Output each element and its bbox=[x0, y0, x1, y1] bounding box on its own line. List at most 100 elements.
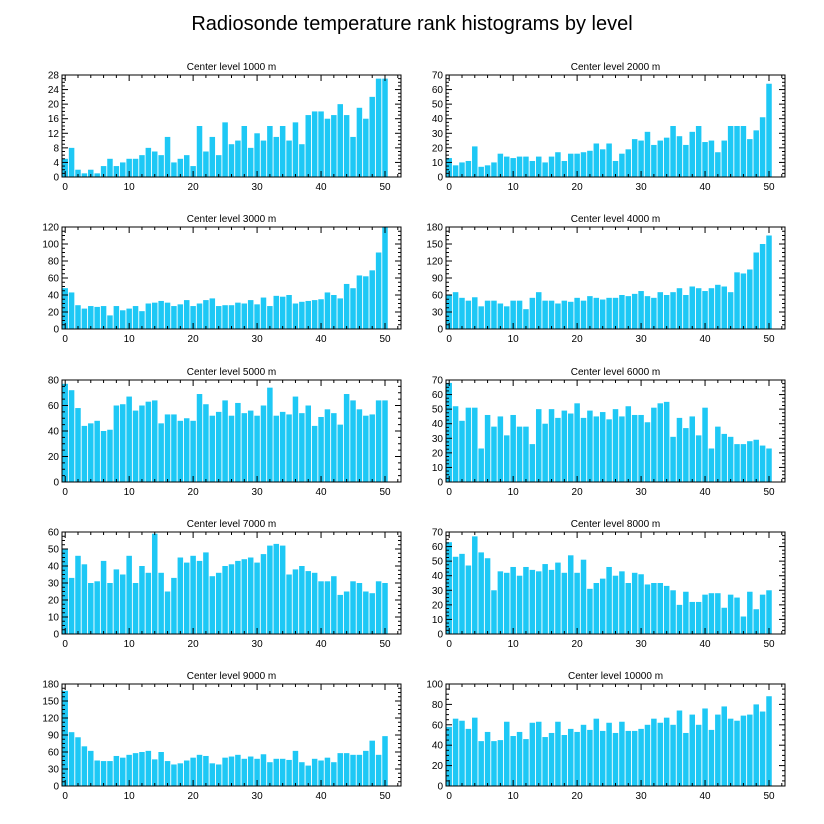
y-tick-label: 180 bbox=[42, 680, 59, 691]
x-tick-label: 20 bbox=[572, 791, 584, 802]
histogram-bar bbox=[215, 411, 222, 483]
histogram-bar bbox=[516, 731, 523, 786]
histogram-bar bbox=[651, 718, 657, 786]
y-tick-label: 100 bbox=[42, 240, 59, 251]
x-tick-label: 0 bbox=[62, 639, 68, 650]
histogram-bar bbox=[625, 296, 632, 329]
histogram-bar bbox=[452, 292, 459, 329]
histogram-bar bbox=[222, 757, 228, 786]
histogram-bar bbox=[139, 155, 145, 177]
histogram-bar bbox=[62, 158, 68, 177]
histogram-bar bbox=[241, 303, 248, 329]
histogram-bar bbox=[260, 554, 267, 634]
y-tick-label: 20 bbox=[432, 600, 444, 611]
histogram-bar bbox=[580, 559, 587, 634]
histogram-bar bbox=[292, 569, 299, 634]
x-tick-label: 20 bbox=[572, 487, 584, 498]
histogram-bar bbox=[619, 295, 625, 329]
histogram-bar bbox=[555, 417, 561, 482]
histogram-bar bbox=[113, 166, 120, 177]
histogram-bar bbox=[510, 736, 516, 786]
y-tick-label: 10 bbox=[48, 613, 60, 624]
histogram-bar bbox=[638, 414, 644, 482]
x-tick-label: 50 bbox=[379, 791, 391, 802]
histogram-bar bbox=[670, 292, 676, 329]
histogram-bar bbox=[708, 729, 715, 786]
histogram-bar bbox=[151, 302, 158, 329]
y-tick-label: 0 bbox=[53, 478, 59, 489]
histogram-bar bbox=[452, 556, 459, 634]
x-tick-label: 40 bbox=[315, 639, 327, 650]
y-tick-label: 30 bbox=[432, 129, 444, 140]
histogram-bar bbox=[516, 156, 523, 177]
histogram-bar bbox=[356, 583, 363, 634]
histogram-bar bbox=[190, 555, 196, 634]
histogram-bar bbox=[132, 583, 139, 634]
histogram-bar bbox=[657, 292, 664, 329]
y-tick-label: 20 bbox=[48, 452, 60, 463]
y-tick-label: 4 bbox=[53, 158, 59, 169]
histogram-bar bbox=[702, 708, 708, 786]
histogram-bar bbox=[254, 415, 260, 482]
histogram-bar bbox=[715, 714, 721, 786]
histogram-bar bbox=[139, 752, 145, 786]
histogram-bar bbox=[88, 306, 94, 329]
histogram-bar bbox=[465, 407, 472, 482]
histogram-bar bbox=[247, 147, 254, 177]
y-tick-label: 40 bbox=[432, 571, 444, 582]
histogram-bar bbox=[631, 572, 638, 634]
panel-title: Center level 1000 m bbox=[187, 62, 277, 73]
histogram-bar bbox=[88, 583, 94, 634]
histogram-bar bbox=[196, 394, 203, 482]
histogram-bar bbox=[139, 311, 145, 329]
histogram-bar bbox=[721, 286, 727, 329]
x-tick-label: 40 bbox=[315, 487, 327, 498]
histogram-bar bbox=[151, 759, 158, 786]
histogram-bar bbox=[311, 300, 318, 329]
histogram-bar bbox=[651, 583, 657, 634]
histogram-bar bbox=[753, 130, 759, 177]
histogram-bar bbox=[727, 594, 734, 634]
histogram-panel: Center level 4000 m 0 10 20 30 40 50 0 30 60 90 120… bbox=[426, 214, 786, 345]
x-tick-label: 10 bbox=[508, 182, 520, 193]
y-tick-label: 70 bbox=[432, 71, 444, 82]
x-tick-label: 40 bbox=[699, 791, 711, 802]
histogram-bar bbox=[209, 415, 216, 482]
histogram-bar bbox=[356, 409, 363, 482]
y-tick-label: 0 bbox=[437, 325, 443, 336]
histogram-bar bbox=[465, 300, 472, 329]
histogram-bar bbox=[670, 126, 676, 177]
histogram-bar bbox=[88, 423, 94, 482]
y-tick-label: 30 bbox=[432, 434, 444, 445]
histogram-bar bbox=[516, 575, 523, 634]
histogram-bar bbox=[107, 583, 113, 634]
histogram-bar bbox=[68, 390, 75, 482]
histogram-bar bbox=[286, 574, 292, 634]
histogram-bar bbox=[747, 714, 753, 786]
x-tick-label: 0 bbox=[446, 334, 452, 345]
y-tick-label: 0 bbox=[437, 478, 443, 489]
x-tick-label: 10 bbox=[124, 791, 136, 802]
histogram-bar bbox=[363, 750, 369, 786]
histogram-bar bbox=[305, 571, 311, 634]
histogram-bar bbox=[472, 407, 478, 482]
x-tick-label: 50 bbox=[763, 487, 775, 498]
histogram-bar bbox=[766, 83, 772, 177]
x-tick-label: 50 bbox=[379, 639, 391, 650]
histogram-bar bbox=[734, 720, 740, 786]
histogram-bar bbox=[267, 306, 273, 329]
histogram-bar bbox=[747, 591, 753, 634]
histogram-bar bbox=[625, 406, 632, 482]
x-tick-label: 20 bbox=[572, 334, 584, 345]
histogram-bar bbox=[727, 436, 734, 482]
histogram-bar bbox=[452, 718, 459, 786]
histogram-bar bbox=[350, 400, 356, 482]
histogram-bar bbox=[337, 753, 343, 786]
x-tick-label: 10 bbox=[124, 182, 136, 193]
histogram-bar bbox=[740, 715, 747, 786]
x-tick-label: 40 bbox=[699, 639, 711, 650]
panel-title: Center level 8000 m bbox=[571, 519, 661, 530]
histogram-bar bbox=[574, 297, 580, 329]
histogram-bar bbox=[542, 300, 548, 329]
histogram-bar bbox=[107, 429, 113, 482]
